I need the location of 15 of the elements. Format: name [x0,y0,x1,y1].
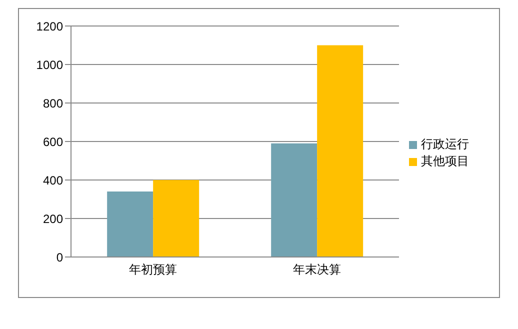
bar [153,180,200,257]
y-tick-label: 1200 [36,19,64,34]
x-tick-label: 年末决算 [293,262,341,277]
y-tick-label: 1000 [36,58,64,72]
y-tick-label: 800 [42,96,64,110]
y-tick-label: 200 [42,212,64,226]
legend-label: 其他项目 [421,154,469,168]
bar [107,192,154,257]
legend-label: 行政运行 [421,137,469,151]
y-tick-label: 400 [42,173,64,188]
y-tick-label: 600 [42,134,64,149]
y-tick-label: 0 [56,250,64,264]
bar [271,143,318,257]
x-tick-label: 年初预算 [129,262,177,277]
bar [317,45,364,257]
